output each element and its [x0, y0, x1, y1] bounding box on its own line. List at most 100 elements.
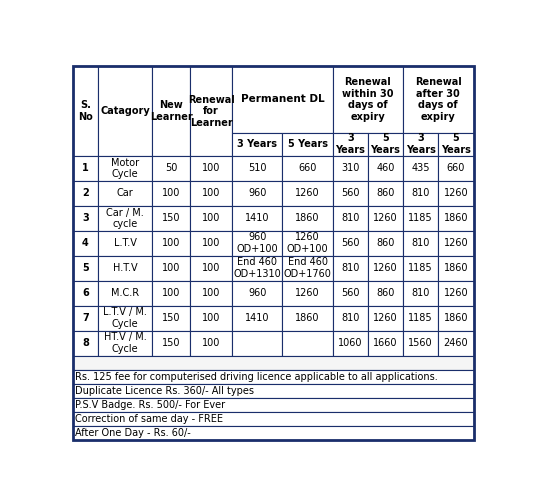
- Text: End 460
OD+1310: End 460 OD+1310: [233, 258, 281, 279]
- Text: P.S.V Badge. Rs. 500/- For Ever: P.S.V Badge. Rs. 500/- For Ever: [75, 400, 225, 410]
- Bar: [368, 256, 403, 281]
- Text: 3
Years: 3 Years: [335, 133, 365, 155]
- Text: Motor
Cycle: Motor Cycle: [111, 158, 139, 179]
- Text: 5
Years: 5 Years: [370, 133, 400, 155]
- Bar: [190, 206, 232, 231]
- Bar: [232, 156, 282, 181]
- Text: 1860: 1860: [443, 213, 468, 223]
- Text: 460: 460: [376, 163, 394, 173]
- Bar: [403, 256, 438, 281]
- Bar: [98, 231, 152, 256]
- Bar: [333, 133, 368, 156]
- Bar: [73, 281, 98, 306]
- Bar: [282, 231, 333, 256]
- Bar: [232, 231, 282, 256]
- Bar: [282, 281, 333, 306]
- Bar: [403, 231, 438, 256]
- Bar: [368, 281, 403, 306]
- Text: 100: 100: [162, 238, 181, 248]
- Bar: [368, 206, 403, 231]
- Text: Permanent DL: Permanent DL: [240, 94, 324, 104]
- Bar: [368, 181, 403, 206]
- Bar: [282, 133, 333, 156]
- Bar: [232, 256, 282, 281]
- Text: 860: 860: [376, 238, 394, 248]
- Text: 100: 100: [202, 263, 220, 273]
- Bar: [438, 133, 473, 156]
- Bar: [98, 156, 152, 181]
- Text: M.C.R: M.C.R: [111, 288, 139, 298]
- Text: 1260: 1260: [295, 188, 320, 198]
- Bar: [73, 412, 473, 426]
- Bar: [73, 256, 98, 281]
- Text: 5 Years: 5 Years: [287, 139, 328, 149]
- Text: 810: 810: [341, 213, 359, 223]
- Bar: [438, 206, 473, 231]
- Bar: [73, 66, 98, 156]
- Text: 1260
OD+100: 1260 OD+100: [287, 232, 328, 254]
- Text: 100: 100: [202, 163, 220, 173]
- Bar: [98, 306, 152, 331]
- Text: 2: 2: [82, 188, 89, 198]
- Text: 8: 8: [82, 338, 89, 348]
- Bar: [282, 331, 333, 356]
- Text: 1260: 1260: [295, 288, 320, 298]
- Text: 1410: 1410: [245, 213, 270, 223]
- Bar: [152, 66, 190, 156]
- Bar: [333, 281, 368, 306]
- Text: 2460: 2460: [443, 338, 468, 348]
- Text: 100: 100: [202, 338, 220, 348]
- Text: 1260: 1260: [373, 313, 398, 323]
- Bar: [333, 206, 368, 231]
- Bar: [73, 156, 98, 181]
- Text: 1410: 1410: [245, 313, 270, 323]
- Bar: [438, 331, 473, 356]
- Bar: [438, 181, 473, 206]
- Text: 810: 810: [411, 288, 430, 298]
- Bar: [98, 256, 152, 281]
- Bar: [73, 306, 98, 331]
- Text: 560: 560: [341, 288, 360, 298]
- Text: 660: 660: [447, 163, 465, 173]
- Text: Car / M.
cycle: Car / M. cycle: [107, 207, 144, 229]
- Text: Car: Car: [117, 188, 134, 198]
- Text: 100: 100: [162, 188, 181, 198]
- Text: Catagory: Catagory: [100, 106, 150, 116]
- Bar: [403, 306, 438, 331]
- Bar: [152, 156, 190, 181]
- Bar: [232, 306, 282, 331]
- Text: 1860: 1860: [295, 313, 320, 323]
- Text: Duplicate Licence Rs. 360/- All types: Duplicate Licence Rs. 360/- All types: [75, 386, 254, 396]
- Bar: [403, 181, 438, 206]
- Text: L.T.V / M.
Cycle: L.T.V / M. Cycle: [103, 307, 147, 329]
- Bar: [403, 331, 438, 356]
- Text: 1185: 1185: [408, 313, 433, 323]
- Bar: [333, 256, 368, 281]
- Text: 960
OD+100: 960 OD+100: [237, 232, 278, 254]
- Text: 100: 100: [202, 288, 220, 298]
- Bar: [368, 231, 403, 256]
- Bar: [232, 66, 333, 133]
- Bar: [403, 281, 438, 306]
- Text: HT.V / M.
Cycle: HT.V / M. Cycle: [104, 332, 147, 354]
- Bar: [232, 133, 282, 156]
- Text: 960: 960: [248, 188, 266, 198]
- Text: 4: 4: [82, 238, 89, 248]
- Bar: [368, 306, 403, 331]
- Bar: [438, 306, 473, 331]
- Text: 510: 510: [248, 163, 266, 173]
- Bar: [190, 156, 232, 181]
- Bar: [232, 281, 282, 306]
- Text: 1185: 1185: [408, 263, 433, 273]
- Bar: [190, 231, 232, 256]
- Text: After One Day - Rs. 60/-: After One Day - Rs. 60/-: [75, 428, 191, 438]
- Text: 1260: 1260: [373, 213, 398, 223]
- Text: 1185: 1185: [408, 213, 433, 223]
- Text: 560: 560: [341, 238, 360, 248]
- Text: L.T.V: L.T.V: [114, 238, 136, 248]
- Text: 1260: 1260: [443, 188, 468, 198]
- Bar: [190, 331, 232, 356]
- Bar: [98, 331, 152, 356]
- Bar: [73, 356, 473, 370]
- Bar: [333, 66, 403, 133]
